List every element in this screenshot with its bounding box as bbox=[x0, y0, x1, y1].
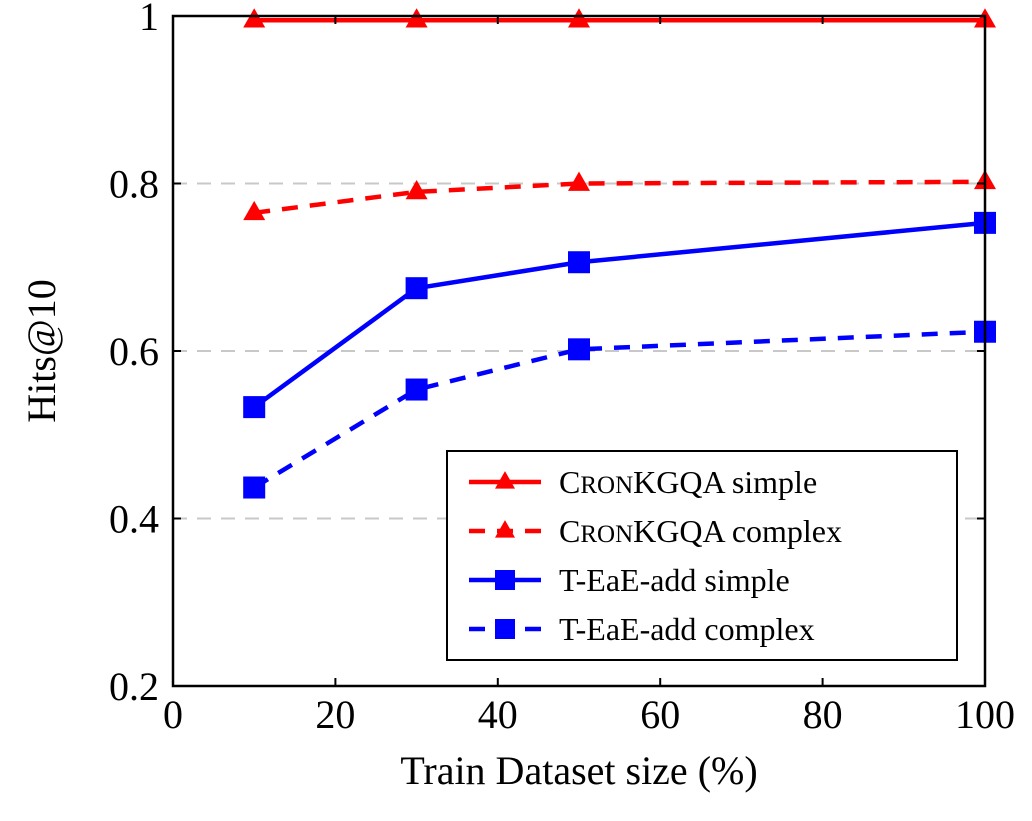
data-point-marker bbox=[405, 179, 428, 200]
x-tick-label: 80 bbox=[803, 692, 843, 737]
data-point-marker bbox=[405, 378, 428, 401]
data-point-marker bbox=[243, 200, 266, 221]
x-tick-label: 20 bbox=[315, 692, 355, 737]
y-tick-label: 0.2 bbox=[109, 664, 159, 709]
series-layer bbox=[243, 8, 996, 499]
legend-box bbox=[446, 450, 958, 661]
data-point-marker bbox=[405, 8, 428, 28]
data-point-marker bbox=[243, 396, 266, 419]
legend-label: T-EaE-add simple bbox=[559, 562, 790, 598]
y-axis-title: Hits@10 bbox=[19, 279, 64, 423]
series-0 bbox=[243, 8, 996, 28]
series-line bbox=[253, 179, 986, 216]
x-tick-label: 0 bbox=[163, 692, 183, 737]
data-point-marker bbox=[568, 8, 590, 28]
x-tick-label: 40 bbox=[478, 692, 518, 737]
legend-label: CRONKGQA complex bbox=[559, 513, 842, 549]
data-point-marker bbox=[405, 277, 428, 300]
legend-marker bbox=[495, 570, 515, 590]
legend-label: T-EaE-add complex bbox=[559, 611, 815, 647]
data-point-marker bbox=[568, 338, 590, 361]
legend-label: CRONKGQA simple bbox=[559, 464, 817, 500]
y-tick-label: 0.6 bbox=[109, 329, 159, 374]
x-tick-label: 100 bbox=[955, 692, 1015, 737]
y-tick-label: 0.4 bbox=[109, 497, 159, 542]
series-2 bbox=[243, 211, 996, 419]
legend: CRONKGQA simple CRONKGQA complex T-EaE-add… bbox=[446, 450, 958, 661]
series-1 bbox=[243, 169, 996, 221]
x-tick-label: 60 bbox=[640, 692, 680, 737]
data-point-marker bbox=[568, 171, 590, 191]
series-line bbox=[252, 220, 986, 409]
x-axis-title: Train Dataset size (%) bbox=[400, 748, 757, 793]
axis-ticks: 0 20 40 60 80 100 0.2 0.4 0.6 0.8 1 bbox=[109, 0, 1015, 737]
legend-marker bbox=[495, 520, 515, 538]
legend-marker bbox=[495, 471, 515, 489]
y-tick-label: 1 bbox=[139, 0, 159, 39]
y-tick-label: 0.8 bbox=[109, 162, 159, 207]
data-point-marker bbox=[243, 8, 266, 28]
series-line bbox=[253, 329, 986, 490]
legend-marker bbox=[495, 619, 515, 639]
data-point-marker bbox=[568, 251, 590, 274]
data-point-marker bbox=[243, 476, 266, 499]
